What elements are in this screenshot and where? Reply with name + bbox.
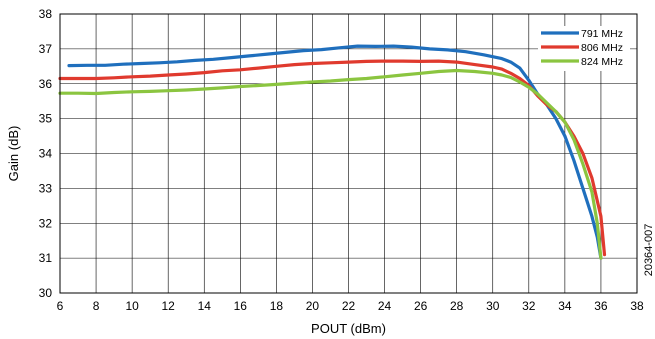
- y-tick-label: 34: [39, 147, 53, 161]
- x-tick-label: 38: [630, 299, 644, 313]
- y-tick-label: 30: [39, 286, 53, 300]
- x-tick-label: 6: [57, 299, 64, 313]
- x-tick-label: 22: [342, 299, 356, 313]
- x-tick-label: 30: [486, 299, 500, 313]
- x-tick-label: 14: [198, 299, 212, 313]
- figure-id: 20364-007: [643, 224, 655, 277]
- y-axis-label: Gain (dB): [6, 126, 21, 182]
- plot-frame: [59, 13, 638, 294]
- series-line-1: [67, 44, 603, 260]
- series-group: [58, 44, 607, 260]
- x-tick-label: 16: [234, 299, 248, 313]
- y-tick-label: 38: [39, 7, 53, 21]
- series-line-3: [58, 68, 603, 260]
- legend-label: 806 MHz: [581, 42, 623, 54]
- x-tick-label: 26: [414, 299, 428, 313]
- x-tick-label: 36: [594, 299, 608, 313]
- y-tick-label: 35: [39, 112, 53, 126]
- x-axis-label: POUT (dBm): [311, 321, 386, 336]
- y-tick-label: 31: [39, 251, 53, 265]
- x-tick-label: 34: [558, 299, 572, 313]
- y-tick-label: 32: [39, 216, 53, 230]
- x-tick-label: 20: [306, 299, 320, 313]
- x-tick-label: 28: [450, 299, 464, 313]
- x-tick-label: 12: [162, 299, 176, 313]
- x-tick-label: 18: [270, 299, 284, 313]
- x-tick-label: 8: [93, 299, 100, 313]
- tick-labels: 6 8 10 12 14 16 18 20 22 24 26 28 30 32 34 36 38 30 31 32 33…: [39, 7, 644, 313]
- y-tick-label: 33: [39, 181, 53, 195]
- legend-label: 791 MHz: [581, 28, 623, 40]
- x-tick-label: 10: [125, 299, 139, 313]
- x-tick-label: 24: [378, 299, 392, 313]
- y-tick-label: 37: [39, 42, 53, 56]
- x-tick-label: 32: [522, 299, 536, 313]
- legend-label: 824 MHz: [581, 56, 623, 68]
- y-tick-label: 36: [39, 77, 53, 91]
- legend: 791 MHz 806 MHz 824 MHz: [538, 26, 630, 71]
